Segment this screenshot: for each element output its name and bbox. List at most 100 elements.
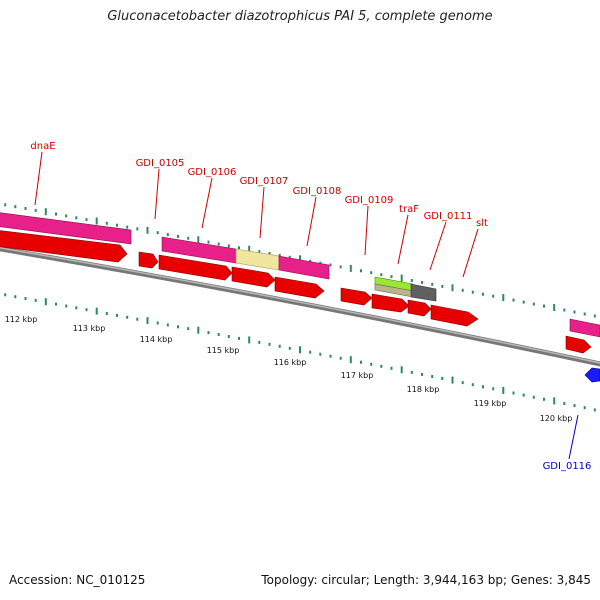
scale-label-120: 120 kbp	[540, 414, 573, 423]
minor-tick	[24, 297, 27, 300]
minor-tick	[431, 375, 434, 378]
gene-arrow-6[interactable]	[340, 287, 373, 306]
minor-tick	[563, 308, 566, 312]
major-tick	[197, 236, 200, 244]
minor-tick	[156, 321, 159, 325]
gene-bar-gdi-0116[interactable]	[584, 367, 600, 383]
minor-tick	[65, 214, 68, 218]
major-tick	[95, 217, 98, 225]
minor-tick	[390, 366, 393, 370]
minor-tick	[85, 308, 88, 312]
minor-tick	[532, 395, 535, 399]
major-tick	[349, 264, 352, 272]
minor-tick	[512, 391, 515, 395]
gene-arrow-5[interactable]	[274, 276, 325, 299]
forward-gene-track	[0, 212, 600, 354]
scale-label-117: 117 kbp	[341, 371, 374, 380]
minor-tick	[492, 387, 495, 391]
gene-arrow-7[interactable]	[371, 293, 410, 313]
minor-tick	[309, 259, 312, 263]
scale-label-112: 112 kbp	[5, 315, 38, 324]
scale-label-113: 113 kbp	[73, 324, 106, 333]
gene-label-gdi-0105[interactable]: GDI_0105	[136, 158, 185, 169]
gene-label-slt[interactable]: slt	[476, 218, 488, 229]
gene-label-gdi-0108[interactable]: GDI_0108	[293, 186, 342, 197]
minor-tick	[329, 354, 332, 358]
major-tick	[299, 255, 301, 263]
minor-tick	[34, 208, 37, 212]
gene-arrow-2[interactable]	[138, 251, 159, 269]
genome-backbone	[0, 246, 600, 367]
major-tick	[95, 307, 98, 315]
minor-tick	[339, 356, 342, 360]
minor-tick	[75, 306, 78, 310]
minor-tick	[238, 246, 240, 250]
minor-tick	[126, 225, 129, 229]
minor-tick	[593, 408, 596, 412]
minor-tick	[227, 335, 230, 338]
minor-tick	[532, 302, 535, 306]
minor-tick	[288, 255, 291, 259]
gene-arrow-9[interactable]	[430, 304, 479, 327]
minor-tick	[136, 227, 139, 231]
minor-tick	[543, 304, 545, 308]
minor-tick	[309, 350, 312, 354]
gene-arrow-8[interactable]	[407, 299, 432, 317]
minor-tick	[522, 393, 525, 397]
major-tick	[44, 298, 47, 306]
gene-label-gdi-0109[interactable]: GDI_0109	[345, 195, 394, 206]
major-tick	[553, 397, 556, 405]
minor-tick	[360, 360, 362, 364]
minor-tick	[370, 362, 373, 366]
minor-tick	[492, 294, 495, 298]
gene-arrow-1[interactable]	[0, 230, 128, 263]
minor-tick	[370, 271, 373, 275]
gene-bar-right-edge[interactable]	[569, 318, 600, 338]
minor-tick	[105, 221, 108, 225]
minor-tick	[573, 404, 576, 408]
gene-bar-traf[interactable]	[410, 283, 437, 302]
gene-label-dnae[interactable]: dnaE	[30, 141, 55, 152]
minor-tick	[360, 269, 362, 273]
major-tick	[248, 245, 251, 253]
gene-label-traf[interactable]: traF	[399, 204, 419, 215]
minor-tick	[116, 313, 118, 317]
minor-tick	[217, 242, 220, 246]
gene-labels: dnaE GDI_0105 GDI_0106 GDI_0107 GDI_0108…	[30, 141, 488, 229]
gene-label-gdi-0116[interactable]: GDI_0116	[543, 461, 592, 472]
major-tick	[299, 346, 301, 354]
gene-arrow-4[interactable]	[231, 266, 276, 288]
minor-tick	[75, 216, 78, 220]
gene-bar-gdi-0108[interactable]	[278, 255, 330, 280]
gene-bar-gdi-0107[interactable]	[235, 248, 280, 271]
minor-tick	[227, 244, 230, 248]
gene-arrow-3[interactable]	[158, 254, 233, 281]
minor-tick	[4, 293, 7, 297]
map-title: Gluconacetobacter diazotrophicus PAI 5, …	[107, 9, 493, 24]
gene-bar-dnae[interactable]	[0, 212, 132, 245]
minor-tick	[14, 205, 17, 209]
major-tick	[400, 366, 403, 374]
scale-label-114: 114 kbp	[140, 335, 173, 344]
scale-label-119: 119 kbp	[474, 399, 507, 408]
major-tick	[248, 336, 251, 344]
minor-tick	[339, 265, 342, 269]
gene-label-gdi-0107[interactable]: GDI_0107	[240, 176, 289, 187]
minor-tick	[207, 331, 210, 335]
minor-tick	[238, 336, 240, 340]
minor-tick	[441, 377, 444, 380]
major-tick	[146, 317, 149, 325]
gene-label-gdi-0111[interactable]: GDI_0111	[424, 211, 473, 222]
minor-tick	[471, 290, 474, 294]
minor-tick	[187, 236, 190, 240]
minor-tick	[380, 273, 383, 277]
minor-tick	[543, 397, 545, 401]
gene-label-gdi-0106[interactable]: GDI_0106	[188, 167, 237, 178]
gene-arrow-10[interactable]	[565, 335, 592, 354]
gdi-0116-leader	[568, 414, 579, 460]
minor-tick	[116, 223, 118, 227]
genome-backbone-highlight	[0, 247, 600, 364]
minor-tick	[24, 207, 27, 210]
major-tick	[44, 208, 47, 216]
minor-tick	[421, 372, 423, 376]
